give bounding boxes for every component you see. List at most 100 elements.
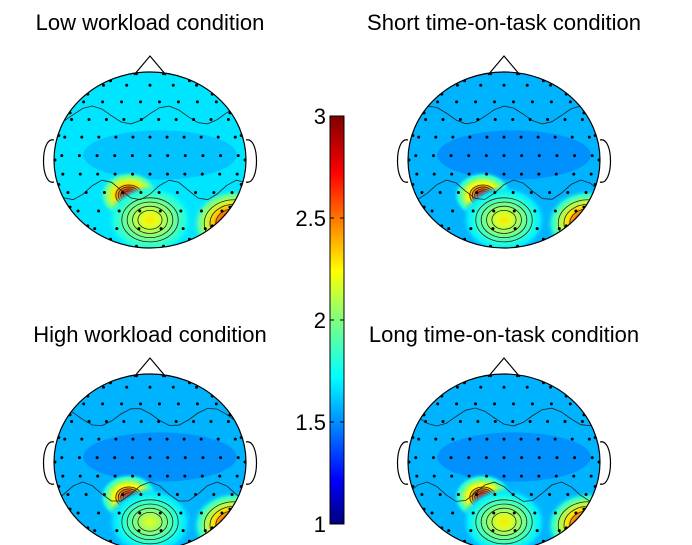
electrode-dot [183,172,187,176]
electrode-dot [104,118,108,122]
electrode-dot [420,191,424,195]
electrode-dot [201,456,205,460]
electrode-dot [520,456,524,460]
colorbar-tick-label: 1 [314,512,326,537]
electrode-dot [533,511,537,515]
electrode-dot [121,493,125,497]
electrode-dot [139,100,143,104]
electrode-dot [218,172,222,176]
electrode-dot [491,529,495,533]
electrode-dot [113,456,117,460]
electrode-dot [536,437,540,441]
electrode-dot [212,493,216,497]
electrode-dot [176,100,180,104]
electrode-dot [139,118,143,122]
electrode-dot [512,209,516,213]
electrode-dot [120,100,124,104]
electrode-dot [97,135,101,139]
electrode-dot [520,154,524,158]
electrode-dot [216,437,220,441]
colorbar-tick-label: 2 [314,308,326,333]
electrode-dot [554,474,558,478]
electrode-dot [131,474,135,478]
contour-line [408,481,600,502]
electrode-dot [589,474,593,478]
electrode-dot [535,529,539,533]
electrode-dot [529,191,533,195]
electrode-dot [131,437,135,441]
electrode-dot [455,83,459,87]
electrode-dot [60,456,64,460]
scalp-map: Short time-on-task condition [367,10,641,249]
electrode-dot [467,154,471,158]
electrode-dot [165,437,169,441]
electrode-dot [502,83,506,87]
electrode-dot [449,154,453,158]
electrode-dot [485,135,489,139]
electrode-dot [115,227,119,231]
electrode-dot [580,118,584,122]
electrode-dot [530,100,534,104]
electrode-dot [590,154,594,158]
colorbar-tick-label: 2.5 [295,206,326,231]
electrode-dot [61,474,65,478]
nose [487,357,521,378]
electrode-dot [87,118,91,122]
electrode-dot [195,100,199,104]
electrode-dot [93,227,97,231]
electrode-dot [451,437,455,441]
hotspot-parietal-midline [106,185,194,248]
contour-line [132,507,168,536]
electrode-dot [458,118,462,122]
electrode-dot [66,493,70,497]
electrode-dot [502,456,506,460]
electrode-dot [137,529,141,533]
electrode-dot [201,154,205,158]
colorbar: 1 1.5 2 2.5 3 [295,104,345,537]
electrode-dot [451,511,455,515]
electrode-dot [175,191,179,195]
electrode-dot [218,474,222,478]
contour-line [132,205,168,234]
electrode-dot [563,118,567,122]
electrode-dot [537,474,541,478]
electrode-dot [209,420,213,424]
electrode-dot [580,420,584,424]
electrode-dot [125,83,129,87]
scalp-map: Long time-on-task condition [369,322,639,545]
electrode-dot [511,420,515,424]
electrode-dot [157,100,161,104]
electrode-dot [122,420,126,424]
electrode-dot [122,118,126,122]
electrode-dot [194,191,198,195]
electrode-dot [476,420,480,424]
electrode-dot [77,154,81,158]
electrode-dot [158,511,162,515]
electrode-dot [484,154,488,158]
electrode-dot [97,511,101,515]
electrode-dot [502,437,506,441]
electrode-dot [77,456,81,460]
electrode-dot [93,529,97,533]
electrode-dot [502,474,506,478]
contour-line [121,499,179,545]
scalp-map: High workload condition [33,322,267,545]
contour-line [54,481,246,502]
electrode-dot [102,493,106,497]
colorbar-tick-label: 3 [314,104,326,129]
electrode-dot [441,420,445,424]
electrode-dot [525,83,529,87]
electrode-dot [492,511,496,515]
electrode-dot [493,420,497,424]
electrode-dot [139,420,143,424]
electrode-dot [104,420,108,424]
electrode-dot [203,529,207,533]
electrode-dot [166,456,170,460]
contour-line [575,212,600,234]
electrode-dot [120,402,124,406]
electrode-dot [194,493,198,497]
electrode-dot [537,456,541,460]
electrode-dot [174,118,178,122]
electrode-dot [101,402,105,406]
electrode-dot [511,493,515,497]
